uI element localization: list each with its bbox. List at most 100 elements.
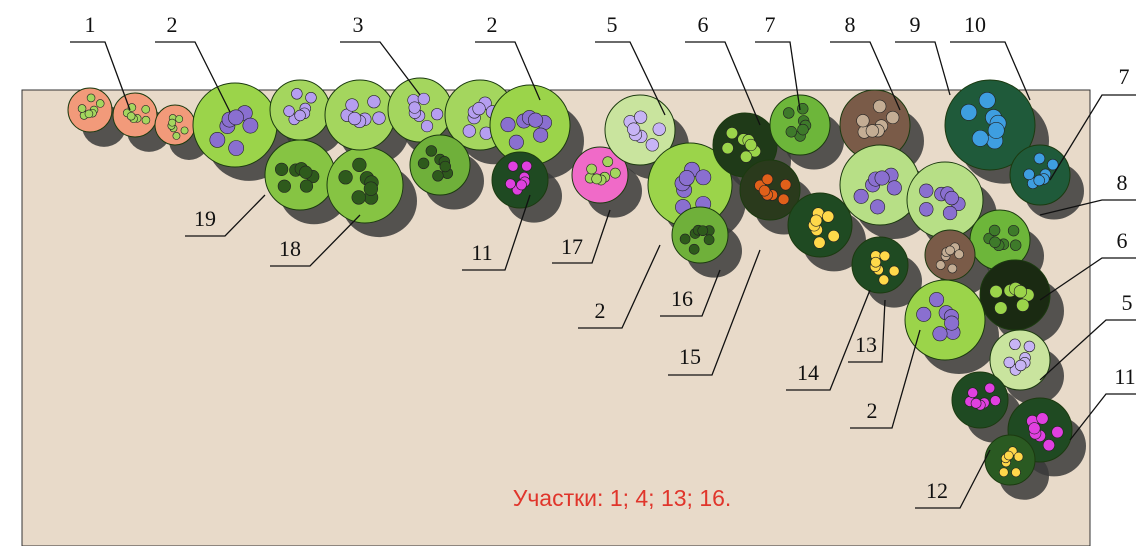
flower [873,100,886,113]
flower [1024,341,1035,352]
flower [653,123,666,136]
flower [1034,175,1045,186]
flower [421,120,433,132]
flower [96,100,104,108]
flower [440,161,451,172]
plant-number: 8 [845,12,856,37]
flower [339,170,353,184]
leader-line [895,42,950,95]
plant-number: 11 [1114,364,1135,389]
flower [1034,153,1045,164]
flower [634,111,647,124]
flower [409,102,421,114]
flower [505,179,515,189]
flower [210,132,225,147]
flower [879,275,889,285]
flower [181,127,188,134]
flower [173,132,180,139]
plant-number: 19 [194,206,216,231]
flower [1016,299,1029,312]
flower [587,164,597,174]
flower [786,126,797,137]
flower [516,180,526,190]
flower [929,292,943,306]
plant-number: 2 [867,398,878,423]
plant-number: 2 [595,298,606,323]
flower [798,124,809,135]
flower [85,110,93,118]
flower [886,111,899,124]
flower [961,104,977,120]
flower [822,211,834,223]
flower [955,250,964,259]
flower [610,168,620,178]
flower [722,142,734,154]
flower [696,170,711,185]
flower [463,125,476,138]
flower [1010,240,1021,251]
plant-number: 2 [167,12,178,37]
flower [284,106,295,117]
flower [971,398,981,408]
flower [646,139,659,152]
flower [431,108,443,120]
flower [169,119,176,126]
flower [979,92,995,108]
flower [689,244,699,254]
flower [1010,339,1021,350]
flower [972,130,988,146]
plant-number: 9 [910,12,921,37]
flower [989,225,1000,236]
plant-number: 18 [279,236,301,261]
plant-number: 5 [1122,290,1133,315]
flower [1029,423,1041,435]
flower [509,135,523,149]
plant-number: 8 [1117,170,1128,195]
flower [866,125,879,138]
flower [759,185,770,196]
flower [603,157,613,167]
flower [142,105,150,113]
planting-plan: 1232567891078651119181117216151413212 Уч… [0,0,1136,546]
flower [275,163,288,176]
flower [433,170,444,181]
flower [762,174,773,185]
flower [346,99,359,112]
flower [778,194,789,205]
flower [917,307,931,321]
flower [783,108,794,119]
flower [988,122,1004,138]
plant-number: 13 [855,332,877,357]
flower [364,182,378,196]
plant-number: 6 [698,12,709,37]
flower [871,257,881,267]
flower [948,264,957,273]
plant-number: 2 [487,12,498,37]
flower [528,113,542,127]
flower [176,115,183,122]
flower [828,230,840,242]
flower [87,94,95,102]
flower [704,235,714,245]
plant-number: 3 [353,12,364,37]
flower [291,88,302,99]
flower [854,189,868,203]
plant-number: 7 [765,12,776,37]
flower [944,316,958,330]
flower [875,171,889,185]
flower [990,237,1001,248]
flower [300,180,313,193]
flower [348,112,361,125]
plant-number: 11 [471,240,492,265]
flower [919,184,933,198]
flower [306,92,317,103]
plant-number: 15 [679,344,701,369]
flower [352,191,366,205]
flower [919,202,933,216]
flower [887,181,901,195]
flower [814,237,826,249]
plant-number: 17 [561,234,583,259]
flower [936,261,945,270]
flower [278,180,291,193]
flower [889,266,899,276]
